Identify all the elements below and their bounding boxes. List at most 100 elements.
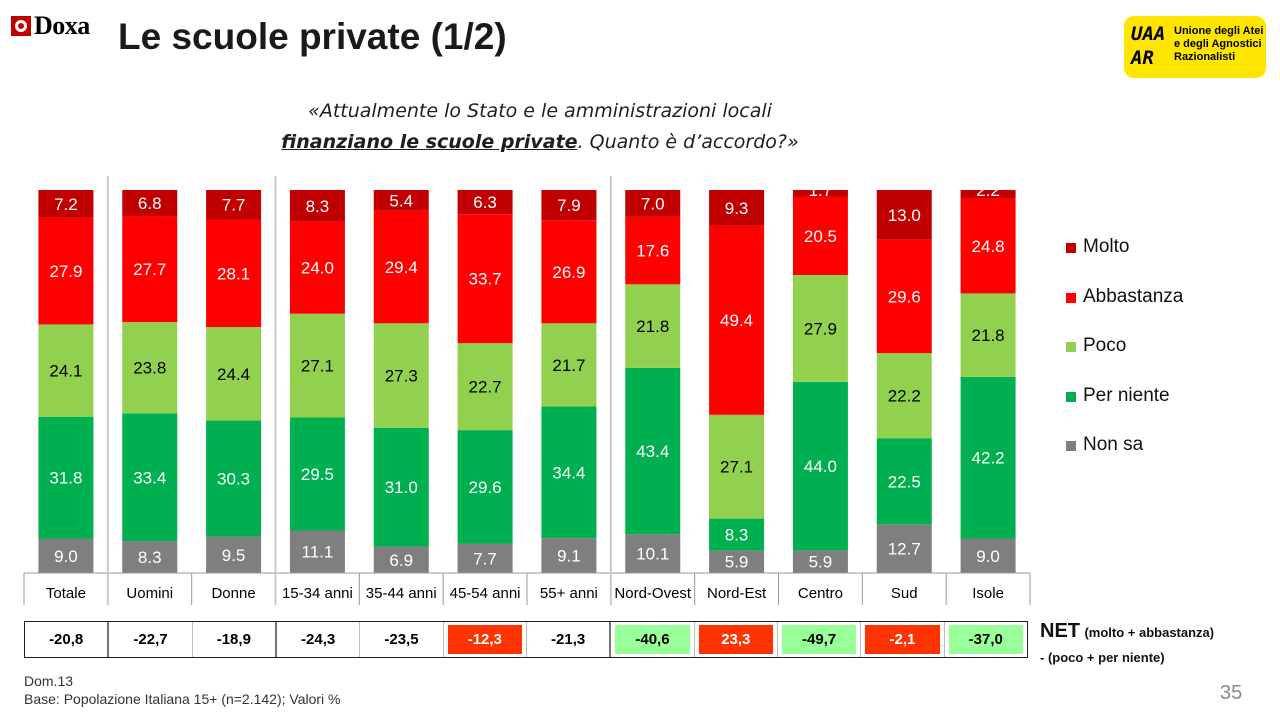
net-value: -2,1 xyxy=(865,625,940,654)
bar-segment-molto xyxy=(709,190,765,226)
bar-segment-poco xyxy=(457,343,513,431)
doxa-logo xyxy=(10,14,102,40)
data-label-molto: 5.4 xyxy=(389,191,413,210)
bar-segment-molto xyxy=(457,190,513,215)
legend-label-per-niente: Per niente xyxy=(1083,384,1170,406)
bar-segment-abbastanza xyxy=(960,198,1016,294)
x-tick-label: 45-54 anni xyxy=(450,585,521,602)
x-tick-label: 15-34 anni xyxy=(282,585,353,602)
legend-item-molto: Molto xyxy=(1066,236,1183,286)
uaar-line-2: e degli Agnostici xyxy=(1174,38,1262,50)
legend-item-abbastanza: Abbastanza xyxy=(1066,286,1183,336)
bar-segment-molto xyxy=(373,190,429,211)
page-number: 35 xyxy=(1220,682,1243,704)
data-label-non-sa: 5.9 xyxy=(809,553,833,572)
net-value: -22,7 xyxy=(133,631,168,648)
bar-segment-abbastanza xyxy=(876,239,932,354)
bar-segment-non-sa xyxy=(206,536,262,573)
data-label-abbastanza: 49.4 xyxy=(720,311,753,330)
net-cell: -23,5 xyxy=(359,622,442,657)
data-label-molto: 7.0 xyxy=(641,194,665,213)
net-cell: -49,7 xyxy=(776,622,860,657)
doxa-logo-icon xyxy=(11,16,31,36)
bar-segment-molto xyxy=(792,190,848,197)
legend-item-poco: Poco xyxy=(1066,335,1183,385)
data-label-non-sa: 9.0 xyxy=(976,547,1000,566)
data-label-abbastanza: 17.6 xyxy=(636,242,669,261)
uaar-line-1: Unione degli Atei xyxy=(1174,25,1264,37)
bar-segment-non-sa xyxy=(38,538,94,573)
data-label-abbastanza: 29.4 xyxy=(385,258,418,277)
data-label-non-sa: 10.1 xyxy=(636,545,669,564)
data-label-non-sa: 12.7 xyxy=(888,540,921,559)
data-label-poco: 23.8 xyxy=(133,359,166,378)
bar-segment-molto xyxy=(876,190,932,240)
x-tick-label: Nord-Est xyxy=(707,585,767,602)
legend-swatch-abbastanza xyxy=(1066,292,1076,303)
bar-segment-abbastanza xyxy=(38,217,94,325)
question-emphasis: finanziano le scuole private xyxy=(281,131,578,153)
bar-segment-molto xyxy=(625,190,681,217)
bar-segment-abbastanza xyxy=(625,216,681,285)
bar-segment-poco xyxy=(876,353,932,439)
data-label-molto: 6.8 xyxy=(138,194,162,213)
data-label-non-sa: 6.9 xyxy=(389,551,413,570)
legend-swatch-poco xyxy=(1066,342,1076,352)
data-label-abbastanza: 28.1 xyxy=(217,264,250,283)
bar-segment-per-niente xyxy=(541,406,597,539)
net-value: 23,3 xyxy=(698,625,773,654)
bar-segment-poco xyxy=(960,293,1016,377)
x-tick-label: Centro xyxy=(798,585,843,602)
bar-segment-per-niente xyxy=(206,420,262,537)
legend-swatch-non-sa xyxy=(1066,441,1076,451)
net-cell: -22,7 xyxy=(107,622,191,657)
data-label-non-sa: 8.3 xyxy=(138,548,162,567)
data-label-per-niente: 22.5 xyxy=(888,472,921,491)
legend-item-non-sa: Non sa xyxy=(1066,434,1183,484)
legend-label-molto: Molto xyxy=(1083,236,1130,257)
bar-segment-abbastanza xyxy=(122,216,178,323)
x-tick-label: Isole xyxy=(972,585,1004,602)
legend-item-per-niente: Per niente xyxy=(1066,385,1183,435)
bar-segment-non-sa xyxy=(373,546,429,573)
bar-segment-abbastanza xyxy=(206,219,262,328)
data-label-abbastanza: 20.5 xyxy=(804,227,837,246)
net-cell: -12,3 xyxy=(442,622,526,657)
legend-label-non-sa: Non sa xyxy=(1083,434,1144,455)
net-cell: -18,9 xyxy=(191,622,275,657)
bar-segment-abbastanza xyxy=(541,220,597,324)
uaar-logo-text: Unione degli Atei e degli Agnostici Razi… xyxy=(1174,25,1263,64)
bar-segment-poco xyxy=(625,284,681,368)
bar-segment-abbastanza xyxy=(289,221,345,314)
x-tick-label: 55+ anni xyxy=(540,585,598,602)
data-label-poco: 22.7 xyxy=(469,378,502,397)
x-tick-label: Totale xyxy=(46,585,86,602)
bar-segment-non-sa xyxy=(960,538,1016,573)
data-label-per-niente: 31.8 xyxy=(49,469,82,488)
bar-segment-poco xyxy=(792,275,848,382)
net-cell: -24,3 xyxy=(274,622,359,657)
page-title: Le scuole private (1/2) xyxy=(118,16,507,57)
doxa-logo-text: Doxa xyxy=(34,11,90,40)
bar-segment-molto xyxy=(289,190,345,222)
data-label-molto: 9.3 xyxy=(725,199,749,218)
bar-segment-per-niente xyxy=(792,381,848,551)
data-label-per-niente: 34.4 xyxy=(552,463,585,482)
legend-label-abbastanza: Abbastanza xyxy=(1083,285,1184,307)
data-label-abbastanza: 26.9 xyxy=(552,263,585,282)
data-label-per-niente: 31.0 xyxy=(385,478,418,497)
footnote-base: Base: Popolazione Italiana 15+ (n=2.142)… xyxy=(24,691,341,707)
data-label-non-sa: 9.5 xyxy=(222,546,246,565)
bar-segment-per-niente xyxy=(709,518,765,551)
bar-segment-molto xyxy=(541,190,597,221)
net-cell: -2,1 xyxy=(860,622,943,657)
bar-segment-per-niente xyxy=(960,376,1016,539)
data-label-per-niente: 30.3 xyxy=(217,470,250,489)
net-label-main: NET xyxy=(1040,620,1080,642)
uaar-logo-mark: UAA AR xyxy=(1131,23,1166,69)
net-cell: -20,8 xyxy=(25,622,107,657)
net-value: -40,6 xyxy=(615,625,690,654)
data-label-molto: 2.2 xyxy=(976,181,1000,200)
data-label-non-sa: 5.9 xyxy=(725,553,749,572)
bar-segment-non-sa xyxy=(792,550,848,573)
